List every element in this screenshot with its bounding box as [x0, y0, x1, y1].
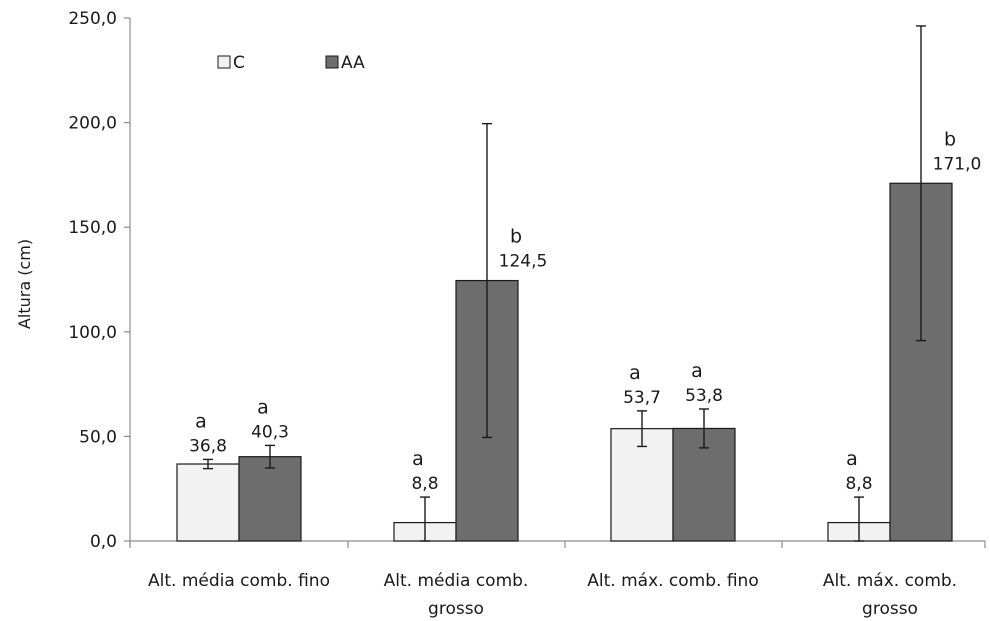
- x-category-label: grosso: [862, 599, 918, 619]
- significance-letter: a: [846, 448, 858, 470]
- legend-swatch-C: [217, 55, 231, 69]
- y-tick-label: 50,0: [79, 427, 117, 447]
- bar-C: [176, 463, 240, 542]
- significance-letter: a: [629, 362, 641, 384]
- labels: Alt. média comb. fino Alt. média comb. gro…: [148, 128, 981, 619]
- data-label: 36,8: [189, 436, 227, 456]
- significance-letter: b: [510, 226, 522, 248]
- y-tick-label: 200,0: [68, 114, 117, 134]
- y-axis-title: Altura (cm): [15, 239, 34, 329]
- data-label: 124,5: [499, 252, 548, 272]
- data-label: 53,8: [685, 386, 723, 406]
- bar-AA: [238, 456, 302, 542]
- significance-letter: a: [412, 448, 424, 470]
- data-label: 8,8: [411, 474, 438, 494]
- data-label: 40,3: [251, 422, 289, 442]
- significance-letter: a: [195, 410, 207, 432]
- x-category-label: Alt. máx. comb. fino: [587, 571, 758, 591]
- legend-label-C: C: [233, 53, 245, 73]
- data-label: 8,8: [845, 474, 872, 494]
- data-label: 171,0: [933, 154, 982, 174]
- bars: [176, 25, 953, 542]
- y-tick-label: 0,0: [90, 532, 117, 552]
- significance-letter: a: [257, 396, 269, 418]
- data-label: 53,7: [623, 388, 661, 408]
- bar-C: [610, 428, 674, 542]
- y-tick-label: 100,0: [68, 323, 117, 343]
- significance-letter: a: [691, 360, 703, 382]
- x-category-label: Alt. média comb.: [384, 571, 529, 591]
- x-category-label: Alt. média comb. fino: [148, 571, 330, 591]
- significance-letter: b: [944, 128, 956, 150]
- legend-swatch-AA: [325, 55, 339, 69]
- x-category-label: Alt. máx. comb.: [823, 571, 957, 591]
- y-tick-label: 250,0: [68, 9, 117, 29]
- y-tick-label: 150,0: [68, 218, 117, 238]
- legend: C AA: [217, 53, 365, 73]
- legend-label-AA: AA: [341, 53, 365, 73]
- x-category-label: grosso: [428, 599, 484, 619]
